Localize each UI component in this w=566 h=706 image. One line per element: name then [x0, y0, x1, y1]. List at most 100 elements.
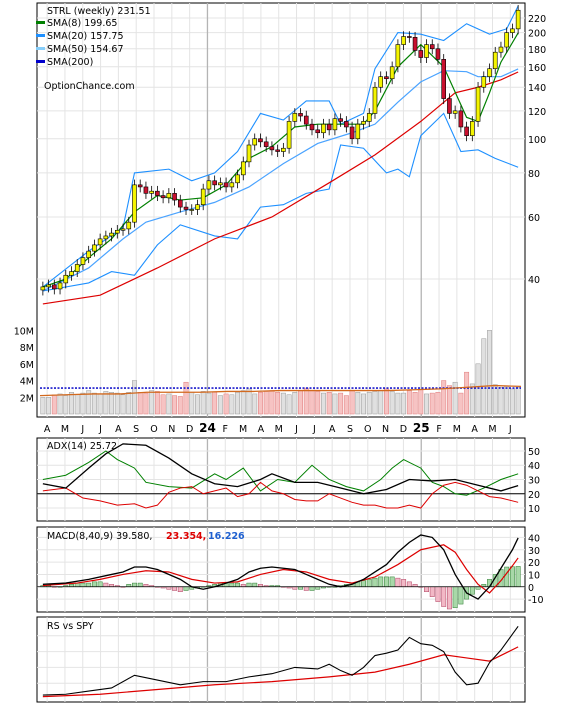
adx-plus-di-line	[42, 450, 519, 496]
volume-bar	[292, 392, 298, 415]
volume-bar	[137, 392, 143, 415]
macd-histogram-bar	[309, 586, 315, 591]
adx-tick-label: 50	[528, 447, 540, 458]
volume-bar	[424, 393, 429, 415]
candle-body	[458, 110, 464, 128]
volume-bar	[435, 392, 441, 415]
macd-histogram-bar	[103, 582, 109, 588]
watermark: OptionChance.com	[44, 81, 135, 92]
bollinger-upper-line	[42, 5, 519, 288]
candle-body	[57, 282, 63, 290]
candle-body	[86, 250, 91, 258]
volume-bar	[275, 392, 281, 415]
volume-bar	[154, 391, 160, 415]
adx-tick-label: 30	[528, 476, 540, 487]
volume-bar	[212, 392, 218, 415]
macd-histogram-bar	[235, 582, 241, 588]
candle-body	[464, 126, 469, 137]
candle-body	[212, 180, 217, 186]
x-tick-label: A	[329, 424, 336, 435]
x-tick-label: 25	[413, 421, 430, 435]
candle-body	[412, 36, 418, 51]
macd-signal-line	[42, 544, 519, 594]
volume-bar	[338, 392, 344, 415]
candle-body	[235, 174, 240, 184]
candle-body	[177, 199, 183, 208]
candle-body	[407, 36, 412, 38]
candle-body	[321, 123, 326, 134]
bollinger-lower-line	[42, 112, 519, 292]
macd-histogram-bar	[452, 586, 458, 609]
volume-bar	[143, 392, 149, 415]
x-tick-label: O	[364, 424, 371, 435]
x-tick-label: A	[115, 424, 122, 435]
volume-bar	[372, 391, 378, 415]
volume-bar	[206, 392, 212, 415]
volume-bar	[240, 390, 246, 415]
volume-bar	[487, 330, 492, 415]
volume-tick-label: 10M	[14, 326, 34, 337]
macd-histogram-bar	[246, 582, 252, 588]
sma20-line	[42, 68, 519, 292]
volume-tick-label: 4M	[20, 377, 34, 388]
volume-axis: 10M 8M 6M 4M 2M	[14, 326, 34, 404]
candle-body	[252, 138, 258, 146]
volume-bar	[429, 392, 435, 415]
macd-histogram-bar	[303, 586, 309, 591]
candle-body	[195, 204, 200, 210]
rs-panel: RS vs SPY	[36, 616, 526, 703]
price-tick-label: 60	[528, 213, 540, 224]
macd-histogram-bar	[177, 586, 183, 592]
adx-line	[42, 443, 519, 495]
candle-body	[92, 244, 97, 252]
volume-tick-label: 8M	[20, 343, 34, 354]
volume-bar	[189, 392, 195, 415]
volume-bar	[246, 388, 252, 415]
candle-body	[160, 195, 166, 199]
candle-body	[126, 221, 132, 230]
volume-bar	[366, 392, 372, 415]
price-tick-label: 200	[528, 29, 546, 40]
volume-bar	[343, 395, 349, 415]
adx-tick-label: 40	[528, 461, 540, 472]
adx-tick-label: 20	[528, 490, 540, 501]
volume-bar	[332, 393, 338, 415]
macd-tick-label: 30	[528, 546, 540, 557]
volume-bar	[481, 338, 487, 415]
volume-bar	[315, 391, 321, 415]
x-axis: A M J J A S O N D 24 F M A M J J A S O N D 25 F M A M J	[44, 421, 512, 435]
candle-body	[109, 232, 114, 237]
volume-bar	[120, 394, 126, 415]
macd-lines	[42, 534, 519, 600]
adx-panel: 50 40 30 20 10 ADX(14) 25.72	[36, 437, 540, 522]
candle-body	[447, 98, 452, 114]
candle-body	[470, 121, 475, 137]
volume-bar	[166, 393, 172, 415]
candle-body	[281, 147, 286, 152]
macd-histogram-bar	[424, 586, 429, 592]
candle-body	[132, 184, 137, 223]
macd-histogram-bar	[361, 580, 366, 588]
x-tick-label: M	[239, 424, 247, 435]
candle-body	[435, 48, 441, 60]
candle-body	[120, 228, 126, 231]
candle-body	[389, 66, 395, 80]
macd-histogram-bar	[435, 586, 441, 602]
volume-bar	[46, 397, 52, 415]
volume-bar	[412, 392, 418, 415]
volume-bar	[326, 392, 332, 415]
x-tick-label: J	[294, 424, 298, 435]
adx-axis: 50 40 30 20 10	[528, 447, 540, 515]
volume-bar	[441, 380, 447, 415]
candle-body	[103, 235, 109, 240]
legend-swatch	[36, 34, 45, 37]
macd-histogram-bar	[509, 566, 515, 588]
volume-bar	[258, 392, 263, 415]
candle-body	[418, 50, 424, 58]
adx-minus-di-line	[42, 481, 519, 509]
x-tick-label: M	[453, 424, 461, 435]
candle-body	[115, 229, 120, 234]
candle-body	[452, 110, 458, 114]
